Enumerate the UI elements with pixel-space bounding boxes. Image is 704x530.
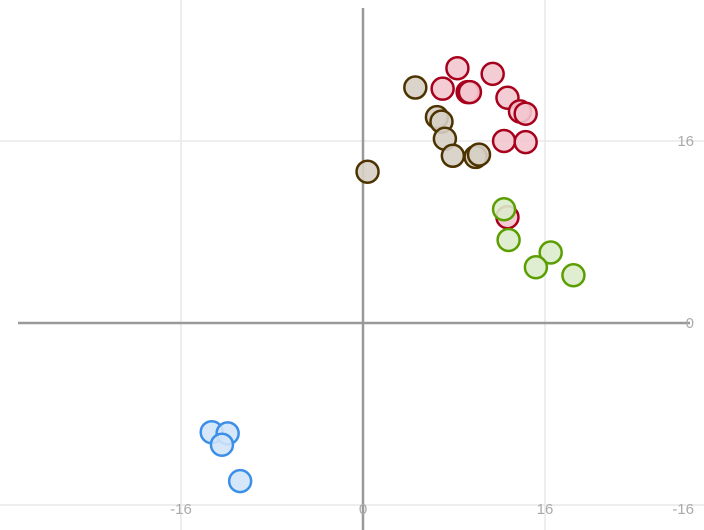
y-tick-label: 0 bbox=[686, 315, 694, 332]
data-points bbox=[199, 55, 586, 494]
data-point bbox=[209, 432, 235, 457]
data-point bbox=[355, 159, 380, 184]
data-point bbox=[440, 143, 466, 169]
data-point bbox=[491, 197, 517, 222]
data-point bbox=[491, 128, 517, 154]
data-point bbox=[561, 262, 586, 288]
data-point bbox=[538, 240, 563, 265]
data-point bbox=[513, 101, 538, 126]
data-point bbox=[430, 76, 455, 101]
data-point bbox=[457, 79, 483, 105]
data-point bbox=[227, 468, 253, 494]
axes bbox=[18, 8, 690, 530]
x-tick-label: 0 bbox=[359, 501, 367, 518]
data-point bbox=[513, 129, 538, 155]
data-point bbox=[496, 227, 521, 253]
data-point bbox=[480, 61, 505, 87]
x-tick-label: -16 bbox=[170, 501, 192, 518]
x-tick-label: 16 bbox=[537, 501, 554, 518]
data-point bbox=[466, 142, 492, 167]
data-point bbox=[523, 255, 549, 280]
y-tick-label: 16 bbox=[677, 133, 694, 150]
data-point bbox=[445, 55, 470, 81]
y-tick-label: -16 bbox=[672, 501, 694, 518]
tick-labels: -16 0 16 -16 0 16 bbox=[170, 133, 694, 518]
data-point bbox=[403, 75, 428, 100]
